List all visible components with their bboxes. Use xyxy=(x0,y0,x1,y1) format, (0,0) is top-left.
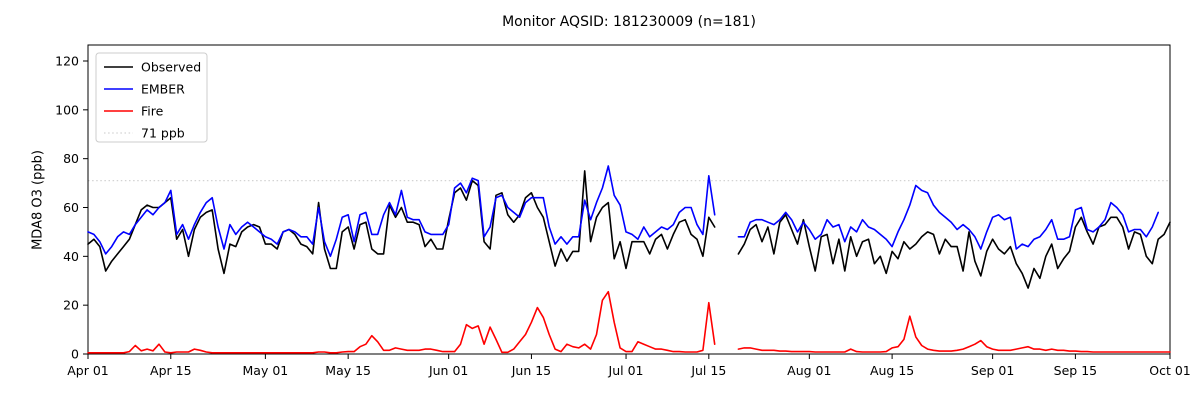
x-tick-label: Jul 01 xyxy=(608,363,644,378)
series-line-observed xyxy=(737,214,1171,289)
series-line-ember xyxy=(737,184,1159,250)
x-tick-label: Sep 15 xyxy=(1054,363,1097,378)
x-tick-label: Jun 15 xyxy=(511,363,551,378)
x-tick-label: Sep 01 xyxy=(971,363,1014,378)
series-line-ember xyxy=(87,165,716,258)
legend-label-ember: EMBER xyxy=(141,82,185,97)
x-tick-label: Apr 15 xyxy=(150,363,192,378)
x-tick-label: Apr 01 xyxy=(67,363,109,378)
y-tick-label: 0 xyxy=(71,347,79,362)
series-line-fire xyxy=(87,290,716,354)
y-tick-label: 100 xyxy=(55,102,79,117)
x-tick-label: Jun 01 xyxy=(428,363,468,378)
x-tick-label: Aug 15 xyxy=(870,363,914,378)
y-tick-label: 120 xyxy=(55,54,79,69)
y-tick-label: 60 xyxy=(63,200,79,215)
series-line-observed xyxy=(87,170,716,275)
axes-frame xyxy=(87,44,1171,355)
y-tick-label: 40 xyxy=(63,249,79,264)
chart-title: Monitor AQSID: 181230009 (n=181) xyxy=(502,14,756,30)
legend-label-71-ppb: 71 ppb xyxy=(141,126,185,141)
legend-box xyxy=(95,52,208,143)
y-tick-label: 80 xyxy=(63,151,79,166)
x-tick-label: May 01 xyxy=(243,363,289,378)
y-tick-label: 20 xyxy=(63,298,79,313)
x-tick-label: Oct 01 xyxy=(1149,363,1191,378)
legend-label-observed: Observed xyxy=(141,60,201,75)
x-tick-label: May 15 xyxy=(325,363,371,378)
legend-label-fire: Fire xyxy=(141,104,164,119)
x-tick-label: Aug 01 xyxy=(787,363,831,378)
x-tick-label: Jul 15 xyxy=(690,363,726,378)
series-line-fire xyxy=(737,315,1171,353)
